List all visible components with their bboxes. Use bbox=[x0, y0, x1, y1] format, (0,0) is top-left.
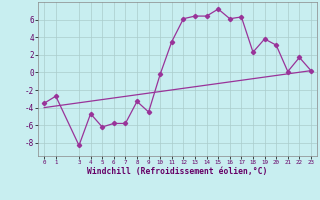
X-axis label: Windchill (Refroidissement éolien,°C): Windchill (Refroidissement éolien,°C) bbox=[87, 167, 268, 176]
